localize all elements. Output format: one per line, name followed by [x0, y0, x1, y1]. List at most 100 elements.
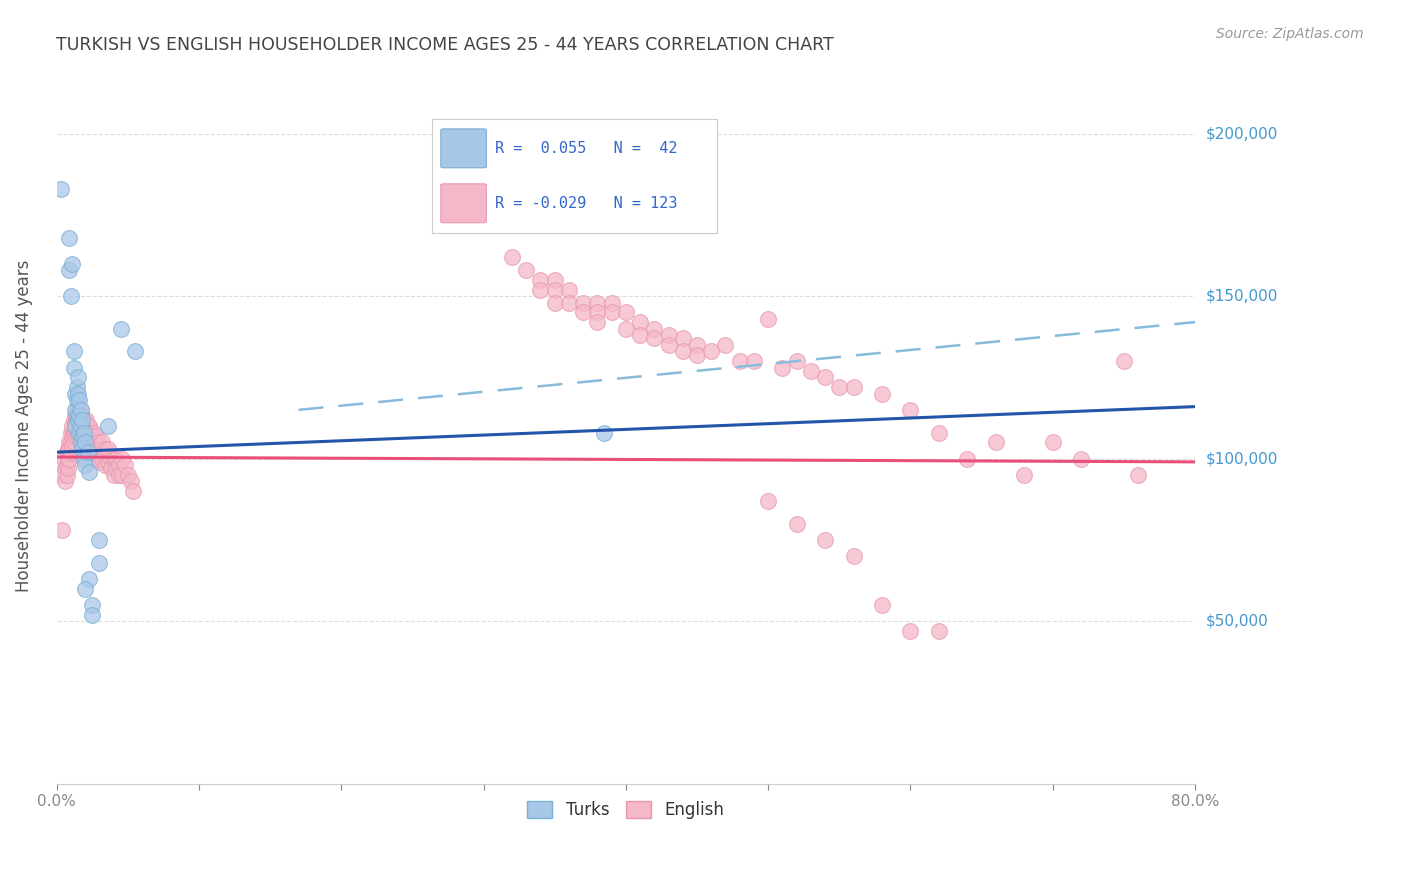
Point: [60, 429, 83, 443]
Point: [814, 370, 837, 384]
Point: [75, 458, 97, 472]
Point: [55, 458, 77, 472]
Point: [75, 435, 97, 450]
Point: [62, 425, 84, 440]
Point: [94, 442, 117, 456]
Point: [786, 354, 808, 368]
Point: [62, 435, 84, 450]
Point: [69, 402, 91, 417]
Point: [53, 461, 76, 475]
Point: [928, 425, 950, 440]
Point: [80, 425, 103, 440]
Text: $200,000: $200,000: [1206, 126, 1278, 141]
Point: [60, 419, 83, 434]
Point: [56, 451, 79, 466]
Point: [70, 442, 93, 456]
Point: [586, 315, 609, 329]
Point: [82, 598, 104, 612]
Point: [63, 419, 86, 434]
Point: [558, 283, 581, 297]
Text: TURKISH VS ENGLISH HOUSEHOLDER INCOME AGES 25 - 44 YEARS CORRELATION CHART: TURKISH VS ENGLISH HOUSEHOLDER INCOME AG…: [56, 36, 834, 54]
Point: [66, 370, 89, 384]
Point: [593, 425, 616, 440]
Point: [65, 409, 87, 424]
Point: [63, 402, 86, 417]
Point: [69, 402, 91, 417]
Point: [55, 445, 77, 459]
Point: [600, 295, 623, 310]
Point: [97, 455, 120, 469]
Point: [97, 442, 120, 456]
Point: [89, 455, 111, 469]
Point: [49, 182, 72, 196]
Point: [89, 533, 111, 547]
Point: [69, 412, 91, 426]
Point: [55, 467, 77, 482]
Point: [75, 429, 97, 443]
Point: [105, 451, 128, 466]
Point: [66, 429, 89, 443]
Point: [742, 354, 765, 368]
Point: [79, 572, 101, 586]
Point: [59, 425, 82, 440]
Point: [956, 451, 979, 466]
Point: [72, 425, 94, 440]
Point: [756, 494, 779, 508]
Point: [59, 445, 82, 459]
Point: [100, 451, 122, 466]
Point: [1126, 467, 1149, 482]
Point: [72, 451, 94, 466]
Point: [814, 533, 837, 547]
Point: [900, 402, 922, 417]
Point: [105, 461, 128, 475]
Point: [83, 425, 105, 440]
Point: [1042, 435, 1064, 450]
Point: [628, 315, 651, 329]
Point: [75, 419, 97, 434]
Point: [529, 283, 551, 297]
Text: $150,000: $150,000: [1206, 289, 1278, 303]
Point: [67, 409, 90, 424]
Point: [63, 429, 86, 443]
Point: [76, 425, 98, 440]
Point: [77, 429, 100, 443]
Point: [56, 442, 79, 456]
Point: [614, 321, 637, 335]
Point: [1070, 451, 1092, 466]
Point: [770, 360, 793, 375]
Point: [672, 344, 695, 359]
Point: [110, 321, 132, 335]
Point: [65, 380, 87, 394]
Point: [572, 295, 595, 310]
Point: [67, 419, 90, 434]
Point: [108, 458, 131, 472]
Point: [614, 305, 637, 319]
Point: [82, 429, 104, 443]
Point: [842, 380, 865, 394]
Point: [67, 393, 90, 408]
Text: $100,000: $100,000: [1206, 451, 1278, 467]
Point: [586, 295, 609, 310]
Point: [529, 273, 551, 287]
Point: [62, 412, 84, 426]
Point: [120, 475, 142, 489]
Point: [62, 360, 84, 375]
Point: [97, 419, 120, 434]
Point: [714, 338, 737, 352]
Point: [67, 425, 90, 440]
Point: [70, 412, 93, 426]
Point: [756, 311, 779, 326]
Point: [66, 409, 89, 424]
Point: [900, 624, 922, 638]
Point: [84, 445, 107, 459]
Point: [60, 439, 83, 453]
Point: [91, 451, 114, 466]
Point: [66, 419, 89, 434]
Point: [91, 435, 114, 450]
Point: [1012, 467, 1035, 482]
Point: [111, 467, 134, 482]
Point: [83, 442, 105, 456]
Point: [501, 250, 523, 264]
Point: [70, 419, 93, 434]
Point: [63, 419, 86, 434]
